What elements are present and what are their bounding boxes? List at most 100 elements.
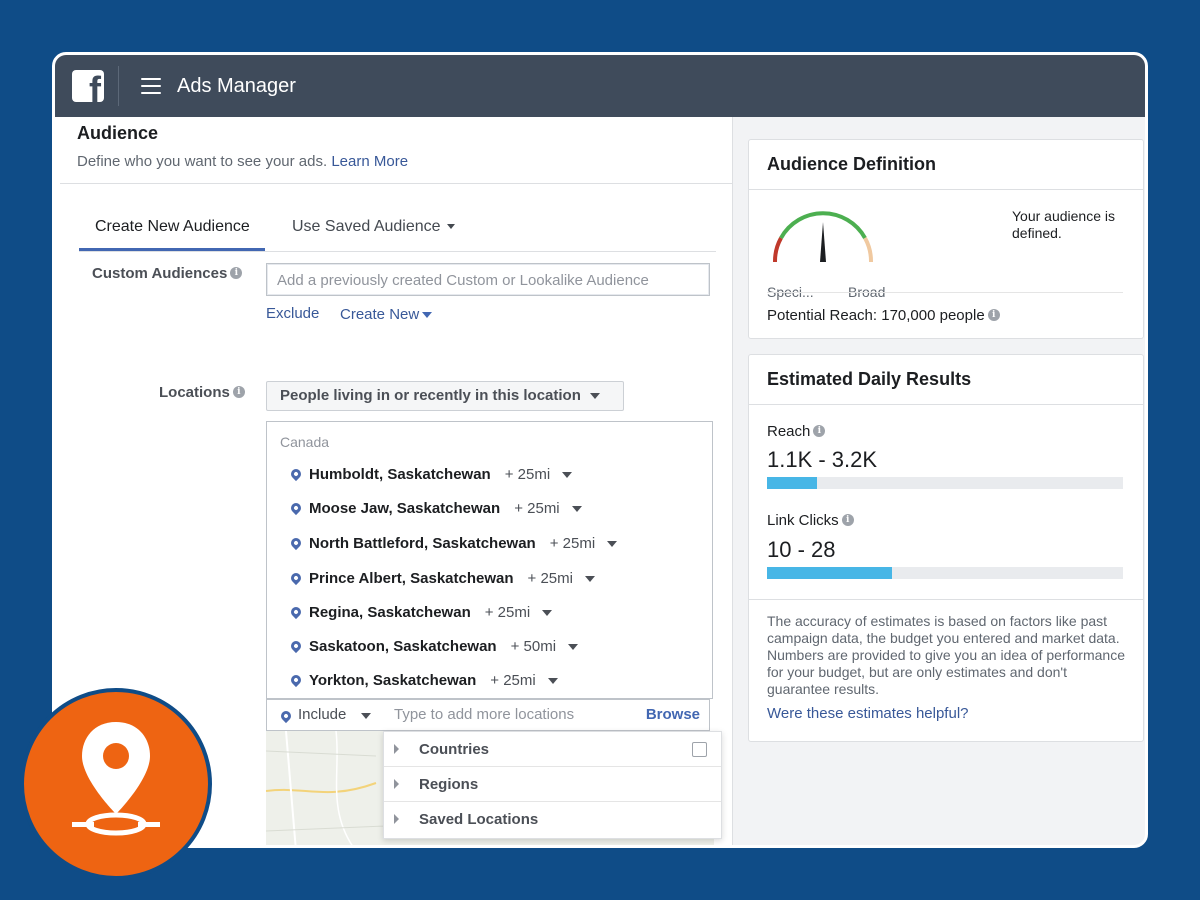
reach-bar-fill: [767, 477, 817, 489]
location-radius[interactable]: + 25mi: [484, 604, 531, 621]
chevron-right-icon[interactable]: [394, 779, 399, 789]
summary-panel: Audience Definition Speci... Broad Your …: [733, 117, 1145, 845]
create-new-label: Create New: [340, 306, 420, 323]
dropdown-item-regions[interactable]: Regions: [384, 767, 721, 802]
link-clicks-value: 10 - 28: [767, 537, 836, 562]
info-icon[interactable]: i: [813, 425, 826, 437]
tab-use-saved-audience-label: Use Saved Audience: [292, 218, 441, 235]
hamburger-menu-icon[interactable]: [141, 78, 161, 94]
potential-reach: Potential Reach: 170,000 people i: [767, 307, 1000, 324]
list-item[interactable]: North Battleford, Saskatchewan + 25mi: [288, 535, 618, 552]
chevron-down-icon[interactable]: [568, 644, 579, 651]
card-divider: [749, 599, 1143, 600]
dropdown-item-saved-locations[interactable]: Saved Locations: [384, 802, 721, 837]
link-clicks-label: Link Clicks i: [767, 512, 854, 529]
location-radius[interactable]: + 25mi: [527, 570, 573, 587]
map-roads: [266, 731, 387, 845]
locations-label: Locations i: [159, 384, 245, 401]
header-divider: [60, 183, 733, 184]
reach-bar: [767, 477, 1123, 489]
browse-dropdown: Countries Regions Saved Locations: [383, 731, 722, 839]
location-radius[interactable]: + 25mi: [514, 500, 560, 517]
location-pin-icon: [278, 708, 294, 724]
audience-subtitle: Define who you want to see your ads. Lea…: [77, 153, 408, 170]
list-item[interactable]: Moose Jaw, Saskatchewan + 25mi: [288, 500, 582, 517]
tab-use-saved-audience[interactable]: Use Saved Audience: [292, 218, 455, 236]
location-radius[interactable]: + 25mi: [504, 466, 551, 483]
location-type-value: People living in or recently in this loc…: [280, 387, 581, 404]
estimated-results-title: Estimated Daily Results: [749, 355, 1143, 405]
create-new-link[interactable]: Create New: [340, 306, 433, 323]
location-pin-icon: [288, 604, 304, 620]
list-item[interactable]: Humboldt, Saskatchewan + 25mi: [288, 466, 573, 483]
chevron-down-icon[interactable]: [361, 713, 371, 719]
countries-checkbox[interactable]: [692, 742, 707, 757]
location-radius[interactable]: + 50mi: [510, 638, 557, 655]
estimates-disclaimer: The accuracy of estimates is based on fa…: [767, 613, 1125, 697]
active-tab-indicator: [79, 248, 265, 251]
include-dropdown[interactable]: Include: [298, 706, 347, 723]
list-item[interactable]: Saskatoon, Saskatchewan + 50mi: [288, 638, 579, 655]
dropdown-item-countries[interactable]: Countries: [384, 732, 721, 767]
location-type-dropdown[interactable]: People living in or recently in this loc…: [266, 381, 624, 411]
locations-label-text: Locations: [159, 384, 230, 401]
app-window: f Ads Manager Audience Define who you wa…: [52, 52, 1148, 848]
audience-tabs: Create New Audience Use Saved Audience: [79, 214, 716, 252]
location-name: North Battleford, Saskatchewan: [309, 535, 536, 552]
chevron-down-icon[interactable]: [542, 610, 553, 617]
map-pin-glyph: [72, 722, 160, 836]
browse-button[interactable]: Browse: [645, 706, 700, 723]
reach-label-text: Reach: [767, 423, 811, 440]
location-pin-icon: [288, 672, 304, 688]
location-name: Prince Albert, Saskatchewan: [309, 570, 514, 587]
audience-status: Your audience is defined.: [1012, 208, 1116, 241]
info-icon[interactable]: i: [230, 267, 243, 279]
custom-audiences-label-text: Custom Audiences: [92, 265, 228, 282]
chevron-down-icon: [446, 224, 455, 230]
map-pin-badge-icon: [20, 688, 212, 880]
tab-create-new-audience[interactable]: Create New Audience: [95, 218, 250, 235]
facebook-logo-icon[interactable]: f: [72, 70, 104, 102]
info-icon[interactable]: i: [232, 386, 245, 398]
location-name: Humboldt, Saskatchewan: [309, 466, 491, 483]
location-search-row: Include Type to add more locations Brows…: [266, 699, 710, 731]
potential-reach-text: Potential Reach: 170,000 people: [767, 307, 985, 324]
link-clicks-bar-fill: [767, 567, 892, 579]
app-title: Ads Manager: [177, 74, 296, 97]
location-radius[interactable]: + 25mi: [490, 672, 536, 689]
location-search-input[interactable]: Type to add more locations: [394, 706, 575, 723]
custom-audience-input[interactable]: Add a previously created Custom or Looka…: [266, 263, 710, 296]
location-pin-icon: [288, 466, 304, 482]
info-icon[interactable]: i: [841, 514, 854, 526]
location-name: Regina, Saskatchewan: [309, 604, 471, 621]
selected-locations-box: Canada Humboldt, Saskatchewan + 25mi Moos…: [266, 421, 713, 699]
chevron-right-icon[interactable]: [394, 814, 399, 824]
dropdown-item-label: Saved Locations: [419, 811, 539, 828]
list-item[interactable]: Yorkton, Saskatchewan + 25mi: [288, 672, 558, 689]
chevron-down-icon: [422, 312, 433, 319]
list-item[interactable]: Regina, Saskatchewan + 25mi: [288, 604, 553, 621]
location-pin-icon: [288, 535, 304, 551]
logo-letter: f: [89, 70, 101, 103]
dropdown-item-label: Regions: [419, 776, 479, 793]
link-clicks-bar: [767, 567, 1123, 579]
location-pin-icon: [288, 570, 304, 586]
chevron-down-icon[interactable]: [584, 576, 595, 583]
info-icon[interactable]: i: [987, 309, 1000, 321]
location-name: Yorkton, Saskatchewan: [309, 672, 477, 689]
list-item[interactable]: Prince Albert, Saskatchewan + 25mi: [288, 570, 595, 587]
chevron-down-icon[interactable]: [607, 541, 618, 548]
audience-description: Define who you want to see your ads.: [77, 153, 328, 170]
reach-value: 1.1K - 3.2K: [767, 447, 878, 472]
location-name: Saskatoon, Saskatchewan: [309, 638, 497, 655]
chevron-down-icon[interactable]: [571, 506, 582, 513]
learn-more-link[interactable]: Learn More: [331, 153, 409, 170]
audience-gauge-icon: [772, 211, 874, 263]
location-radius[interactable]: + 25mi: [549, 535, 596, 552]
estimates-feedback-link[interactable]: Were these estimates helpful?: [767, 705, 969, 722]
exclude-link[interactable]: Exclude: [266, 305, 320, 322]
chevron-down-icon[interactable]: [562, 472, 573, 479]
chevron-down-icon[interactable]: [547, 678, 558, 685]
location-pin-icon: [288, 638, 304, 654]
chevron-right-icon[interactable]: [394, 744, 399, 754]
